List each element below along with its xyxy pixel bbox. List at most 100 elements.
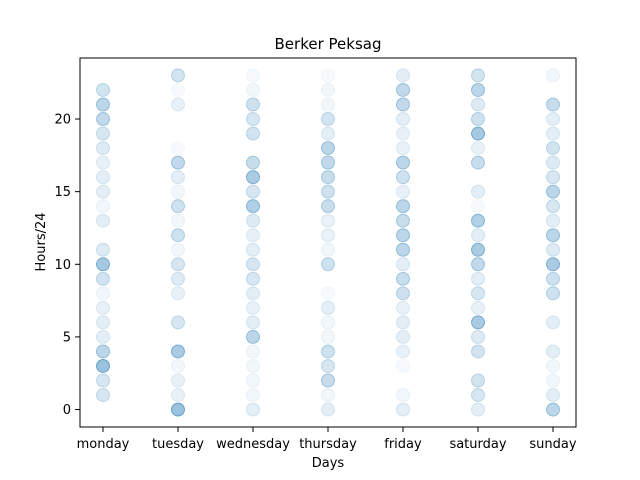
point-friday-19	[396, 126, 410, 141]
point-tuesday-21	[171, 97, 185, 112]
point-saturday-18	[471, 141, 485, 156]
point-saturday-2	[471, 373, 485, 388]
x-tick-label-thursday: thursday	[299, 437, 357, 452]
point-saturday-5	[471, 329, 485, 344]
point-monday-2	[96, 373, 110, 388]
point-friday-4	[396, 344, 410, 359]
point-tuesday-22	[171, 82, 185, 97]
point-saturday-4	[471, 344, 485, 359]
point-wednesday-23	[246, 68, 260, 83]
point-monday-21	[96, 97, 110, 112]
point-saturday-22	[471, 82, 485, 97]
point-wednesday-16	[246, 170, 260, 185]
point-tuesday-13	[171, 213, 185, 228]
point-friday-3	[396, 358, 410, 373]
point-monday-8	[96, 286, 110, 301]
y-axis-label: Hours/24	[34, 212, 49, 271]
point-saturday-7	[471, 300, 485, 315]
point-thursday-11	[321, 242, 335, 257]
point-sunday-17	[546, 155, 560, 170]
point-sunday-4	[546, 344, 560, 359]
y-tick-label-20: 20	[54, 113, 71, 128]
point-saturday-6	[471, 315, 485, 330]
point-sunday-2	[546, 373, 560, 388]
point-thursday-15	[321, 184, 335, 199]
point-thursday-5	[321, 329, 335, 344]
point-monday-19	[96, 126, 110, 141]
point-sunday-9	[546, 271, 560, 286]
point-wednesday-1	[246, 388, 260, 403]
point-monday-16	[96, 170, 110, 185]
point-thursday-22	[321, 82, 335, 97]
point-monday-11	[96, 242, 110, 257]
point-wednesday-11	[246, 242, 260, 257]
point-sunday-14	[546, 199, 560, 214]
point-wednesday-6	[246, 315, 260, 330]
point-wednesday-4	[246, 344, 260, 359]
point-saturday-15	[471, 184, 485, 199]
point-thursday-10	[321, 257, 335, 272]
point-monday-18	[96, 141, 110, 156]
chart-title: Berker Peksag	[275, 35, 382, 53]
x-tick-label-tuesday: tuesday	[152, 437, 204, 452]
point-thursday-3	[321, 358, 335, 373]
point-monday-9	[96, 271, 110, 286]
point-thursday-13	[321, 213, 335, 228]
point-saturday-0	[471, 402, 485, 417]
point-saturday-20	[471, 112, 485, 127]
point-thursday-8	[321, 286, 335, 301]
point-thursday-7	[321, 300, 335, 315]
x-tick-label-sunday: sunday	[529, 437, 576, 452]
x-tick-label-wednesday: wednesday	[216, 437, 290, 452]
point-friday-22	[396, 82, 410, 97]
point-saturday-12	[471, 228, 485, 243]
point-tuesday-17	[171, 155, 185, 170]
point-friday-7	[396, 300, 410, 315]
point-thursday-21	[321, 97, 335, 112]
point-friday-23	[396, 68, 410, 83]
point-thursday-20	[321, 112, 335, 127]
point-thursday-1	[321, 388, 335, 403]
point-friday-5	[396, 329, 410, 344]
point-sunday-1	[546, 388, 560, 403]
point-wednesday-7	[246, 300, 260, 315]
point-sunday-15	[546, 184, 560, 199]
point-wednesday-14	[246, 199, 260, 214]
point-tuesday-1	[171, 388, 185, 403]
point-monday-6	[96, 315, 110, 330]
y-axis: 0 5 10 15 20	[54, 113, 80, 418]
point-thursday-12	[321, 228, 335, 243]
point-tuesday-2	[171, 373, 185, 388]
point-thursday-19	[321, 126, 335, 141]
point-wednesday-13	[246, 213, 260, 228]
point-monday-4	[96, 344, 110, 359]
point-monday-5	[96, 329, 110, 344]
point-sunday-16	[546, 170, 560, 185]
point-wednesday-20	[246, 112, 260, 127]
point-tuesday-10	[171, 257, 185, 272]
point-thursday-0	[321, 402, 335, 417]
point-tuesday-0	[171, 402, 185, 417]
point-monday-20	[96, 112, 110, 127]
point-saturday-19	[471, 126, 485, 141]
point-sunday-19	[546, 126, 560, 141]
point-monday-14	[96, 199, 110, 214]
point-saturday-17	[471, 155, 485, 170]
point-thursday-23	[321, 68, 335, 83]
point-tuesday-8	[171, 286, 185, 301]
y-tick-label-5: 5	[63, 330, 71, 345]
point-monday-3	[96, 358, 110, 373]
point-sunday-6	[546, 315, 560, 330]
point-thursday-14	[321, 199, 335, 214]
point-wednesday-3	[246, 358, 260, 373]
point-sunday-13	[546, 213, 560, 228]
point-tuesday-23	[171, 68, 185, 83]
point-tuesday-16	[171, 170, 185, 185]
point-sunday-23	[546, 68, 560, 83]
point-saturday-14	[471, 199, 485, 214]
point-friday-6	[396, 315, 410, 330]
point-saturday-10	[471, 257, 485, 272]
point-friday-13	[396, 213, 410, 228]
